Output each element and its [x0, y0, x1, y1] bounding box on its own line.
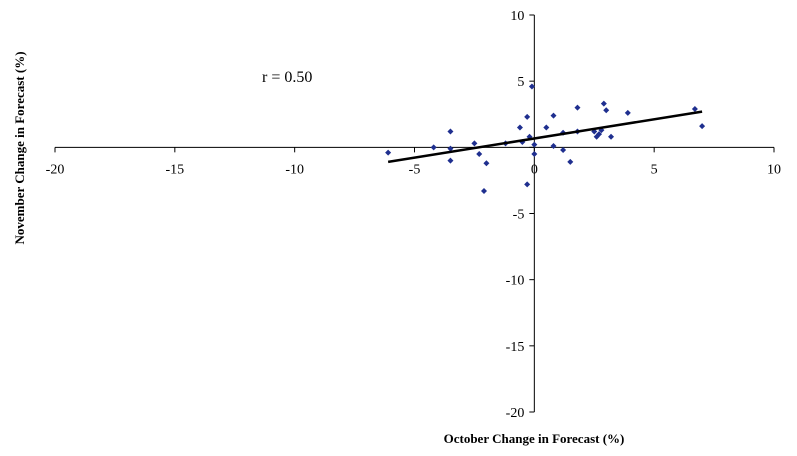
x-tick-label: -15	[165, 162, 184, 177]
data-point	[524, 113, 531, 120]
y-tick-label: -15	[506, 340, 525, 355]
x-tick-label: 0	[531, 162, 538, 177]
x-tick-label: 10	[767, 162, 781, 177]
data-point	[528, 83, 535, 90]
data-point	[560, 146, 567, 153]
data-point	[447, 145, 454, 152]
data-point	[471, 140, 478, 147]
data-point	[447, 157, 454, 164]
x-tick-label: 5	[651, 162, 658, 177]
data-point	[567, 158, 574, 165]
axes	[54, 14, 775, 413]
data-point	[447, 128, 454, 135]
data-point	[699, 123, 706, 130]
tick-labels: -20 -15 -10 -5 0 5 10 -20 -15 -10 -5 5 10	[46, 9, 781, 421]
trendline-group	[387, 110, 703, 164]
data-point	[608, 133, 615, 140]
data-point	[385, 149, 392, 156]
data-point	[483, 160, 490, 167]
data-point	[531, 141, 538, 148]
data-point	[516, 124, 523, 131]
data-point	[624, 109, 631, 116]
data-point	[543, 124, 550, 131]
x-axis-title: October Change in Forecast (%)	[444, 431, 625, 446]
data-point	[574, 104, 581, 111]
x-tick-label: -5	[409, 162, 421, 177]
correlation-annotation: r = 0.50	[262, 69, 312, 86]
x-tick-label: -10	[285, 162, 304, 177]
x-tick-label: -20	[46, 162, 65, 177]
data-point	[550, 143, 557, 150]
trendline	[387, 110, 703, 164]
y-tick-label: -20	[506, 406, 525, 421]
data-points	[385, 83, 706, 195]
data-point	[531, 150, 538, 157]
data-point	[596, 131, 603, 138]
data-point	[481, 188, 488, 195]
data-point	[430, 144, 437, 151]
data-point	[550, 112, 557, 119]
data-point	[524, 181, 531, 188]
data-point	[603, 107, 610, 114]
y-tick-label: 10	[510, 9, 524, 24]
data-point	[476, 150, 483, 157]
data-point	[600, 100, 607, 107]
y-tick-label: -10	[506, 274, 525, 289]
y-tick-label: 5	[517, 75, 524, 90]
data-point	[691, 105, 698, 112]
y-axis-title: November Change in Forecast (%)	[12, 51, 27, 244]
y-tick-label: -5	[513, 208, 525, 223]
